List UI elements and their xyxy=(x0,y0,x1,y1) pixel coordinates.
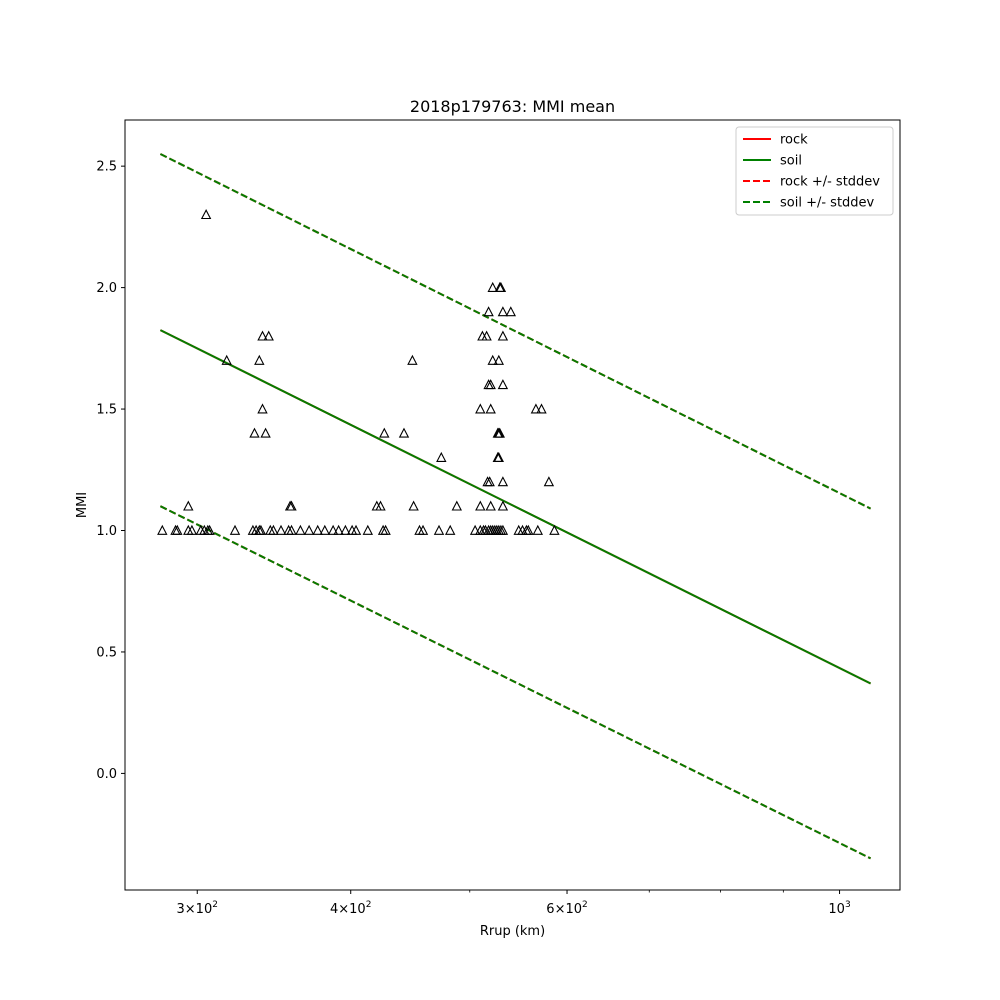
observation-point xyxy=(481,330,492,341)
observation-point xyxy=(312,524,323,535)
observation-point xyxy=(375,500,386,511)
x-tick-label: 3×102 xyxy=(177,900,218,917)
observation-point xyxy=(379,427,390,438)
y-tick-label: 1.5 xyxy=(96,403,117,418)
observation-point xyxy=(487,281,498,292)
series-line-soil-1 xyxy=(159,329,872,685)
y-axis: 0.0 0.5 1.0 1.5 2.0 2.5 xyxy=(96,160,125,782)
x-tick-label: 103 xyxy=(828,900,850,917)
observation-point xyxy=(444,524,456,535)
legend-label: rock +/- stddev xyxy=(780,175,880,190)
observation-point xyxy=(497,524,509,535)
observation-point xyxy=(549,524,560,535)
x-axis-label: Rrup (km) xyxy=(480,924,545,939)
observation-point xyxy=(433,524,445,535)
observation-point xyxy=(543,476,555,487)
observation-point xyxy=(275,524,287,535)
observation-point xyxy=(229,524,241,535)
y-tick-label: 1.0 xyxy=(96,524,117,539)
observation-point xyxy=(451,500,463,511)
x-tick-label: 6×102 xyxy=(546,900,587,917)
observation-point xyxy=(494,427,506,438)
observation-point xyxy=(505,306,517,317)
series-line-soil-stddev-5 xyxy=(159,505,872,860)
x-axis: 3×102 4×102 6×102 103 xyxy=(177,890,851,917)
observation-point xyxy=(183,500,194,511)
observation-point xyxy=(362,524,374,535)
observation-point xyxy=(327,524,339,535)
observation-point xyxy=(495,281,507,292)
observation-point xyxy=(200,209,212,220)
observation-point xyxy=(497,379,509,390)
observation-point xyxy=(333,524,344,535)
observation-point xyxy=(350,524,362,535)
observation-point xyxy=(483,306,494,317)
observation-point xyxy=(407,354,418,365)
legend-box xyxy=(735,126,894,216)
observation-point xyxy=(204,524,215,535)
observation-point xyxy=(485,379,496,390)
observation-point xyxy=(157,524,168,535)
observation-point xyxy=(408,500,419,511)
observation-point xyxy=(485,403,496,414)
observation-point xyxy=(249,427,260,438)
observation-point xyxy=(268,524,279,535)
plot-area xyxy=(124,119,901,891)
observation-point xyxy=(497,500,509,511)
legend-label: soil xyxy=(780,154,802,169)
observation-point xyxy=(485,500,496,511)
observation-point xyxy=(257,330,268,341)
observation-point xyxy=(257,403,268,414)
observation-point xyxy=(484,476,495,487)
observation-point xyxy=(172,524,183,535)
y-tick-label: 2.0 xyxy=(96,281,117,296)
observation-point xyxy=(303,524,315,535)
observation-point xyxy=(530,403,542,414)
series-line-soil-stddev-4 xyxy=(159,153,872,510)
observation-point xyxy=(186,524,198,535)
y-tick-label: 2.5 xyxy=(96,160,117,175)
observation-point xyxy=(487,354,498,365)
observation-point xyxy=(497,476,509,487)
legend-label: rock xyxy=(780,133,808,148)
x-tick-label: 4×102 xyxy=(330,900,371,917)
y-axis-label: MMI xyxy=(75,492,90,518)
observation-point xyxy=(340,524,351,535)
observation-point xyxy=(436,451,447,462)
observation-point xyxy=(398,427,410,438)
observation-point xyxy=(417,524,429,535)
chart-title: 2018p179763: MMI mean xyxy=(410,97,615,116)
observation-point xyxy=(497,306,509,317)
observation-point xyxy=(286,500,297,511)
observation-point xyxy=(263,330,274,341)
observation-point xyxy=(221,354,232,365)
observation-point xyxy=(536,403,547,414)
observation-point xyxy=(255,524,267,535)
observation-point xyxy=(475,403,486,414)
observation-point xyxy=(254,354,265,365)
observation-point xyxy=(493,354,505,365)
observation-point xyxy=(469,524,481,535)
observation-point xyxy=(380,524,391,535)
observation-point xyxy=(475,500,486,511)
observation-point xyxy=(295,524,306,535)
y-tick-label: 0.0 xyxy=(96,767,117,782)
observation-point xyxy=(532,524,544,535)
plot-frame xyxy=(124,119,901,891)
legend: rock soil rock +/- stddev soil +/- stddev xyxy=(735,126,894,216)
observation-point xyxy=(260,427,271,438)
observation-point xyxy=(493,451,505,462)
legend-label: soil +/- stddev xyxy=(780,196,875,211)
observation-point xyxy=(286,524,297,535)
observation-point xyxy=(497,330,509,341)
observation-point xyxy=(319,524,331,535)
y-tick-label: 0.5 xyxy=(96,645,117,660)
observation-point xyxy=(523,524,534,535)
